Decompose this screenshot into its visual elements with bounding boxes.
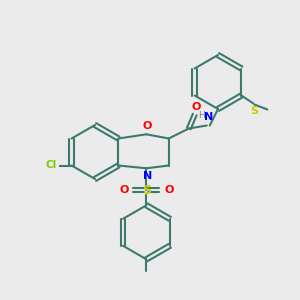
Text: O: O — [119, 185, 128, 195]
Text: S: S — [250, 106, 258, 116]
Text: S: S — [142, 184, 151, 197]
Text: Cl: Cl — [45, 160, 57, 170]
Text: O: O — [164, 185, 174, 195]
Text: H: H — [198, 111, 205, 120]
Text: O: O — [143, 121, 152, 131]
Text: N: N — [204, 112, 213, 122]
Text: O: O — [191, 101, 200, 112]
Text: N: N — [143, 171, 152, 181]
